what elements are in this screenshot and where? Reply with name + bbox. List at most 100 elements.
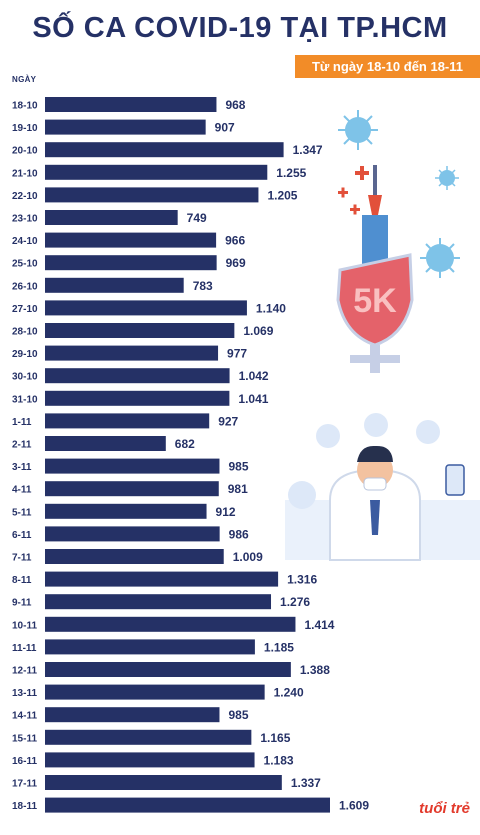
bar-10-11: [45, 616, 296, 632]
data-label: 1.337: [291, 776, 321, 790]
category-tick-label: 21-10: [12, 168, 38, 179]
data-label: 985: [228, 460, 248, 474]
bar-20-10: [45, 142, 284, 158]
bar-2-11: [45, 436, 166, 451]
bar-12-11: [45, 662, 291, 677]
data-label: 966: [225, 234, 245, 248]
data-label: 783: [193, 279, 213, 293]
data-label: 985: [228, 708, 248, 722]
bar-4-11: [45, 481, 219, 497]
bar-23-10: [45, 210, 178, 225]
bar-8-11: [45, 571, 279, 587]
brand-logo: tuổi trẻ: [419, 800, 470, 817]
bar-28-10: [45, 323, 235, 338]
bar-31-10: [45, 390, 230, 406]
category-tick-label: 2-11: [12, 440, 32, 451]
data-label: 981: [228, 482, 248, 496]
category-tick-label: 11-11: [12, 643, 37, 654]
category-tick-label: 10-11: [12, 620, 37, 631]
data-label: 1.140: [256, 301, 286, 315]
data-label: 927: [218, 414, 238, 428]
category-tick-label: 22-10: [12, 191, 38, 202]
bar-16-11: [45, 752, 255, 768]
data-label: 1.276: [280, 595, 310, 609]
bar-18-10: [45, 97, 217, 112]
bar-26-10: [45, 277, 184, 293]
data-label: 968: [225, 98, 245, 112]
data-label: 749: [187, 211, 207, 225]
bar-22-10: [45, 187, 259, 203]
data-label: 1.041: [238, 392, 268, 406]
category-tick-label: 7-11: [12, 553, 32, 564]
bar-19-10: [45, 119, 206, 135]
category-tick-label: 5-11: [12, 507, 32, 518]
data-label: 1.316: [287, 573, 317, 587]
data-label: 969: [226, 256, 246, 270]
data-label: 912: [216, 505, 236, 519]
category-tick-label: 9-11: [12, 598, 32, 609]
category-tick-label: 30-10: [12, 372, 38, 383]
category-tick-label: 3-11: [12, 462, 32, 473]
category-tick-label: 4-11: [12, 485, 32, 496]
category-tick-label: 27-10: [12, 304, 38, 315]
bar-5-11: [45, 503, 207, 519]
bar-6-11: [45, 526, 220, 542]
category-tick-label: 29-10: [12, 349, 38, 360]
category-tick-label: 18-10: [12, 101, 38, 112]
bar-15-11: [45, 729, 252, 745]
category-tick-label: 25-10: [12, 259, 38, 270]
bar-21-10: [45, 164, 268, 180]
category-tick-label: 15-11: [12, 733, 37, 744]
bar-25-10: [45, 255, 217, 271]
data-label: 986: [229, 527, 249, 541]
bar-29-10: [45, 345, 219, 361]
bar-14-11: [45, 707, 220, 723]
data-label: 1.414: [304, 618, 334, 632]
category-tick-label: 13-11: [12, 688, 37, 699]
category-tick-label: 19-10: [12, 123, 38, 134]
category-tick-label: 20-10: [12, 146, 38, 157]
category-tick-label: 16-11: [12, 756, 37, 767]
bar-11-11: [45, 639, 255, 655]
data-label: 682: [175, 437, 195, 451]
category-tick-label: 31-10: [12, 394, 38, 405]
data-label: 977: [227, 347, 247, 361]
category-tick-label: 24-10: [12, 236, 38, 247]
category-tick-label: 28-10: [12, 327, 38, 338]
data-label: 1.388: [300, 663, 330, 677]
data-label: 1.347: [293, 143, 323, 157]
data-label: 1.183: [264, 753, 294, 767]
category-tick-label: 6-11: [12, 530, 32, 541]
category-tick-label: 12-11: [12, 666, 37, 677]
category-tick-label: 23-10: [12, 214, 38, 225]
bar-24-10: [45, 232, 217, 248]
data-label: 1.069: [243, 324, 273, 338]
data-label: 1.185: [264, 640, 294, 654]
bar-13-11: [45, 684, 265, 700]
data-label: 1.165: [260, 731, 290, 745]
bar-1-11: [45, 413, 210, 429]
category-tick-label: 14-11: [12, 711, 37, 722]
category-tick-label: 8-11: [12, 575, 32, 586]
category-tick-label: 17-11: [12, 779, 37, 790]
bar-17-11: [45, 775, 282, 790]
category-tick-label: 1-11: [12, 417, 32, 428]
data-label: 1.009: [233, 550, 263, 564]
data-label: 1.609: [339, 799, 369, 813]
y-axis-title: NGÀY: [12, 75, 37, 84]
data-label: 1.042: [239, 369, 269, 383]
bar-7-11: [45, 549, 224, 564]
bar-18-11: [45, 797, 330, 813]
data-label: 907: [215, 121, 235, 135]
chart-title: SỐ CA COVID-19 TẠI TP.HCM: [32, 12, 448, 44]
date-range-badge: Từ ngày 18-10 đến 18-11: [295, 55, 480, 78]
bar-3-11: [45, 458, 220, 474]
category-tick-label: 26-10: [12, 281, 38, 292]
bar-9-11: [45, 594, 272, 610]
category-tick-label: 18-11: [12, 801, 37, 812]
bar-27-10: [45, 300, 247, 316]
data-label: 1.205: [267, 188, 297, 202]
bar-30-10: [45, 368, 230, 384]
data-label: 1.240: [274, 686, 304, 700]
